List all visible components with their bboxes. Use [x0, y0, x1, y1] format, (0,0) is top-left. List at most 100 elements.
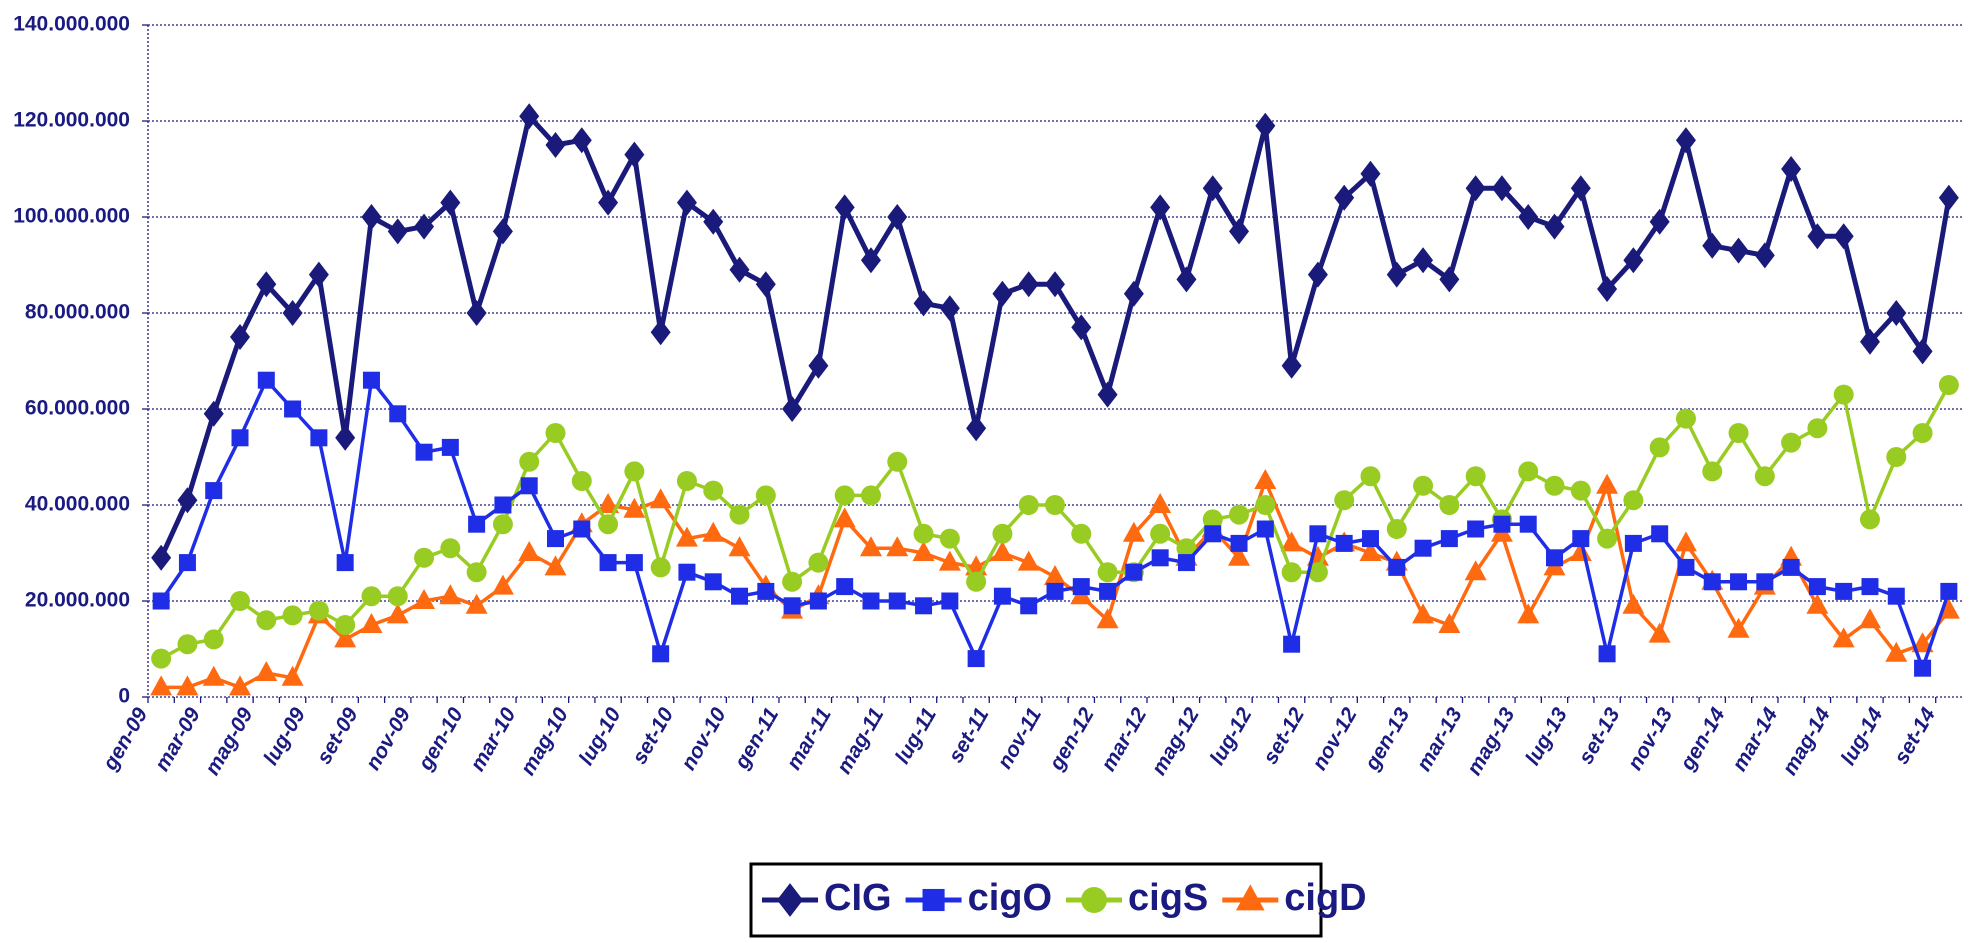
- marker: [757, 582, 775, 600]
- marker: [1386, 519, 1407, 539]
- legend-label: cigO: [968, 877, 1052, 919]
- marker: [1439, 495, 1460, 515]
- x-tick-label: nov-10: [677, 704, 731, 774]
- marker: [782, 396, 803, 422]
- marker: [1204, 525, 1222, 543]
- marker: [1465, 175, 1486, 202]
- marker: [1832, 627, 1855, 648]
- y-tick-label: 140.000.000: [13, 13, 130, 36]
- marker: [1150, 194, 1171, 221]
- marker: [1886, 447, 1907, 467]
- marker: [755, 271, 776, 298]
- x-tick-label: set-11: [944, 704, 993, 767]
- x-tick-label: mag-09: [201, 704, 258, 779]
- marker: [1335, 534, 1353, 552]
- marker: [859, 536, 882, 557]
- x-tick-label: mar-13: [1412, 704, 1467, 775]
- marker: [152, 592, 170, 610]
- marker: [783, 597, 801, 615]
- marker: [1388, 558, 1406, 576]
- x-tick-label: gen-10: [414, 704, 468, 775]
- marker: [1334, 184, 1355, 211]
- marker: [731, 587, 749, 605]
- x-tick-label: gen-11: [730, 704, 783, 774]
- marker: [1202, 175, 1223, 202]
- marker: [1151, 549, 1169, 567]
- marker: [176, 675, 199, 696]
- x-tick-label: set-10: [628, 704, 678, 768]
- marker: [177, 634, 198, 655]
- marker: [520, 477, 538, 495]
- marker: [1072, 578, 1090, 596]
- marker: [230, 324, 251, 350]
- marker: [1651, 525, 1669, 543]
- marker: [1702, 461, 1723, 482]
- marker: [1675, 408, 1696, 429]
- marker: [1228, 545, 1251, 566]
- marker: [939, 295, 960, 322]
- marker: [702, 521, 725, 542]
- y-tick-label: 40.000.000: [25, 493, 130, 516]
- marker: [833, 507, 856, 528]
- marker: [229, 675, 252, 696]
- marker: [1937, 598, 1960, 619]
- marker: [1020, 597, 1038, 615]
- marker: [652, 645, 670, 663]
- marker: [649, 488, 672, 509]
- marker: [334, 627, 357, 648]
- marker: [1280, 531, 1303, 552]
- marker: [1623, 247, 1644, 274]
- marker: [1229, 504, 1250, 525]
- marker: [1045, 495, 1065, 515]
- marker: [597, 493, 620, 513]
- marker: [834, 485, 855, 506]
- marker: [1440, 530, 1458, 548]
- marker: [1230, 534, 1248, 552]
- x-tick-label: mag-12: [1147, 704, 1204, 779]
- marker: [1046, 582, 1064, 600]
- marker: [465, 593, 488, 614]
- marker: [1096, 608, 1119, 629]
- x-tick-label: set-09: [312, 704, 362, 768]
- marker: [439, 584, 462, 605]
- marker: [231, 429, 249, 447]
- marker: [544, 555, 567, 576]
- marker: [809, 592, 827, 610]
- marker: [256, 271, 277, 298]
- marker: [1702, 232, 1723, 259]
- x-tick-label: lug-11: [891, 704, 941, 768]
- marker: [1806, 593, 1829, 614]
- y-tick-label: 0: [118, 685, 130, 708]
- series-line: [158, 113, 1952, 559]
- marker: [650, 319, 671, 346]
- marker: [468, 515, 486, 533]
- marker: [887, 204, 908, 230]
- marker: [1071, 314, 1092, 341]
- marker: [777, 883, 803, 917]
- marker: [1912, 423, 1933, 443]
- marker: [703, 480, 724, 501]
- legend-label: cigS: [1128, 877, 1208, 919]
- marker: [255, 661, 278, 681]
- x-tick-label: nov-09: [361, 704, 415, 774]
- marker: [1781, 432, 1802, 453]
- marker: [491, 574, 514, 595]
- marker: [1596, 473, 1619, 494]
- x-tick-label: mar-12: [1097, 704, 1152, 775]
- marker: [834, 194, 855, 221]
- marker: [1572, 530, 1590, 548]
- marker: [335, 424, 356, 451]
- marker: [492, 218, 513, 245]
- marker: [1624, 534, 1642, 552]
- marker: [1940, 582, 1958, 600]
- marker: [151, 648, 172, 669]
- marker: [1808, 578, 1826, 596]
- legend-label: CIG: [824, 877, 892, 919]
- marker: [1044, 565, 1066, 585]
- marker: [519, 103, 540, 130]
- marker: [1546, 549, 1564, 567]
- marker: [205, 482, 223, 500]
- x-tick-label: mar-09: [151, 704, 206, 775]
- x-tick-label: mar-10: [466, 704, 521, 775]
- marker: [729, 256, 750, 283]
